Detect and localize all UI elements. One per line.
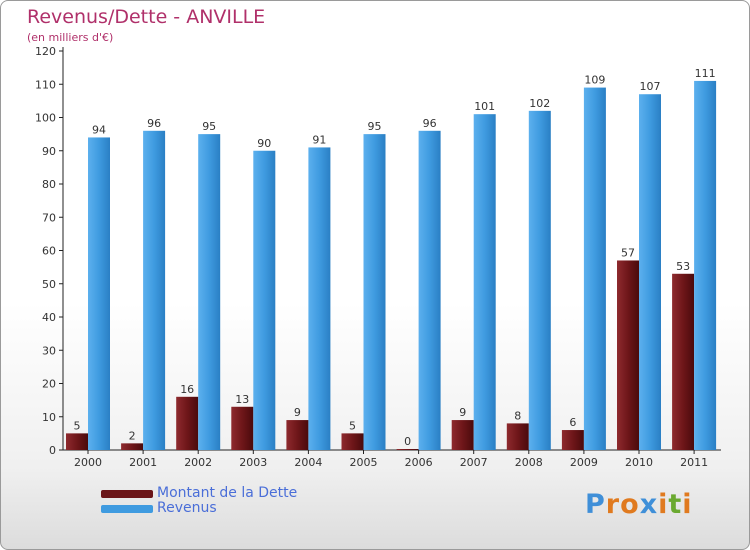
chart-title: Revenus/Dette - ANVILLE xyxy=(27,6,266,28)
y-tick-label: 110 xyxy=(35,78,56,91)
bar-revenue xyxy=(308,147,331,451)
bar-revenue xyxy=(363,134,386,450)
data-label-revenue: 96 xyxy=(147,117,161,130)
x-tick-label: 2004 xyxy=(294,456,322,469)
data-label-revenue: 111 xyxy=(695,67,716,80)
y-tick-label: 70 xyxy=(42,211,56,224)
bars xyxy=(66,80,717,451)
x-tick-label: 2009 xyxy=(570,456,598,469)
bar-revenue xyxy=(418,130,441,451)
x-tick-label: 2003 xyxy=(239,456,267,469)
data-label-revenue: 90 xyxy=(257,137,271,150)
y-tick-label: 80 xyxy=(42,178,56,191)
bar-debt xyxy=(231,406,254,450)
x-tick-label: 2005 xyxy=(350,456,378,469)
bar-debt xyxy=(396,449,419,450)
data-label-debt: 13 xyxy=(235,393,249,406)
y-tick-label: 30 xyxy=(42,344,56,357)
logo-letter: i xyxy=(682,489,693,520)
y-axis: 0 10 20 30 40 50 60 70 80 90 100 110 120 xyxy=(35,45,64,457)
data-label-revenue: 94 xyxy=(92,123,106,136)
x-tick-label: 2006 xyxy=(405,456,433,469)
bar-revenue xyxy=(639,94,661,450)
legend-swatch-revenue xyxy=(101,505,153,513)
y-tick-label: 40 xyxy=(42,311,56,324)
data-label-debt: 6 xyxy=(569,416,576,429)
logo-letter: P xyxy=(585,489,606,520)
data-label-debt: 2 xyxy=(129,429,136,442)
x-axis: 2000 2001 2002 2003 2004 2005 2006 2007 2008 2009… xyxy=(63,449,721,469)
data-label-revenue: 101 xyxy=(474,100,495,113)
data-label-revenue: 102 xyxy=(529,97,550,110)
data-label-revenue: 107 xyxy=(640,80,661,93)
y-tick-label: 10 xyxy=(42,411,56,424)
data-labels: 5 94 2 96 16 95 13 90 9 91 5 95 0 96 9 101 8 102 6 109 57 107… xyxy=(74,67,716,448)
y-tick-label: 90 xyxy=(42,145,56,158)
chart-subtitle: (en milliers d'€) xyxy=(27,31,114,44)
data-label-revenue: 109 xyxy=(584,74,605,87)
bar-revenue xyxy=(473,114,496,451)
bar-debt xyxy=(121,443,144,450)
legend-label-revenue: Revenus xyxy=(157,500,217,516)
data-label-debt: 16 xyxy=(180,383,194,396)
logo-letter: t xyxy=(668,489,683,520)
y-tick-label: 50 xyxy=(42,278,56,291)
bar-revenue xyxy=(253,150,276,450)
data-label-debt: 5 xyxy=(349,419,356,432)
y-tick-label: 0 xyxy=(49,444,56,457)
x-tick-label: 2010 xyxy=(625,456,653,469)
data-label-debt: 9 xyxy=(459,406,466,419)
x-tick-label: 2002 xyxy=(184,456,212,469)
y-tick-label: 60 xyxy=(42,245,56,258)
x-tick-label: 2007 xyxy=(460,456,488,469)
bar-debt xyxy=(341,433,364,450)
bar-debt xyxy=(672,273,695,450)
data-label-debt: 0 xyxy=(404,435,411,448)
x-tick-label: 2011 xyxy=(680,456,708,469)
bar-revenue xyxy=(528,110,551,450)
logo-letter: x xyxy=(639,489,659,520)
data-label-debt: 53 xyxy=(676,260,690,273)
y-tick-label: 100 xyxy=(35,112,56,125)
data-label-revenue: 95 xyxy=(368,120,382,133)
legend-swatch-debt xyxy=(101,490,153,498)
data-label-revenue: 96 xyxy=(423,117,437,130)
x-tick-label: 2000 xyxy=(74,456,102,469)
data-label-revenue: 91 xyxy=(312,133,326,146)
data-label-revenue: 95 xyxy=(202,120,216,133)
x-tick-label: 2008 xyxy=(515,456,543,469)
data-label-debt: 57 xyxy=(621,246,635,259)
bar-revenue xyxy=(583,87,606,450)
bar-debt xyxy=(617,260,639,450)
logo-letter: i xyxy=(658,489,669,520)
bar-revenue xyxy=(198,134,221,450)
logo-letter: r xyxy=(605,489,621,520)
data-label-debt: 9 xyxy=(294,406,301,419)
bar-debt xyxy=(286,420,309,450)
x-tick-label: 2001 xyxy=(129,456,157,469)
bar-revenue xyxy=(143,130,166,451)
legend-label-debt: Montant de la Dette xyxy=(157,485,298,501)
y-tick-label: 120 xyxy=(35,45,56,58)
proxiti-logo: Proxiti xyxy=(585,489,693,520)
y-tick-label: 20 xyxy=(42,378,56,391)
bar-debt xyxy=(451,420,474,450)
data-label-debt: 5 xyxy=(74,419,81,432)
bar-revenue xyxy=(694,80,717,451)
bar-debt xyxy=(561,430,584,450)
bar-revenue xyxy=(88,137,110,450)
bar-debt xyxy=(66,433,88,450)
bar-debt xyxy=(176,396,199,450)
bar-debt xyxy=(506,423,529,450)
logo-letter: o xyxy=(620,489,640,520)
data-label-debt: 8 xyxy=(514,409,521,422)
